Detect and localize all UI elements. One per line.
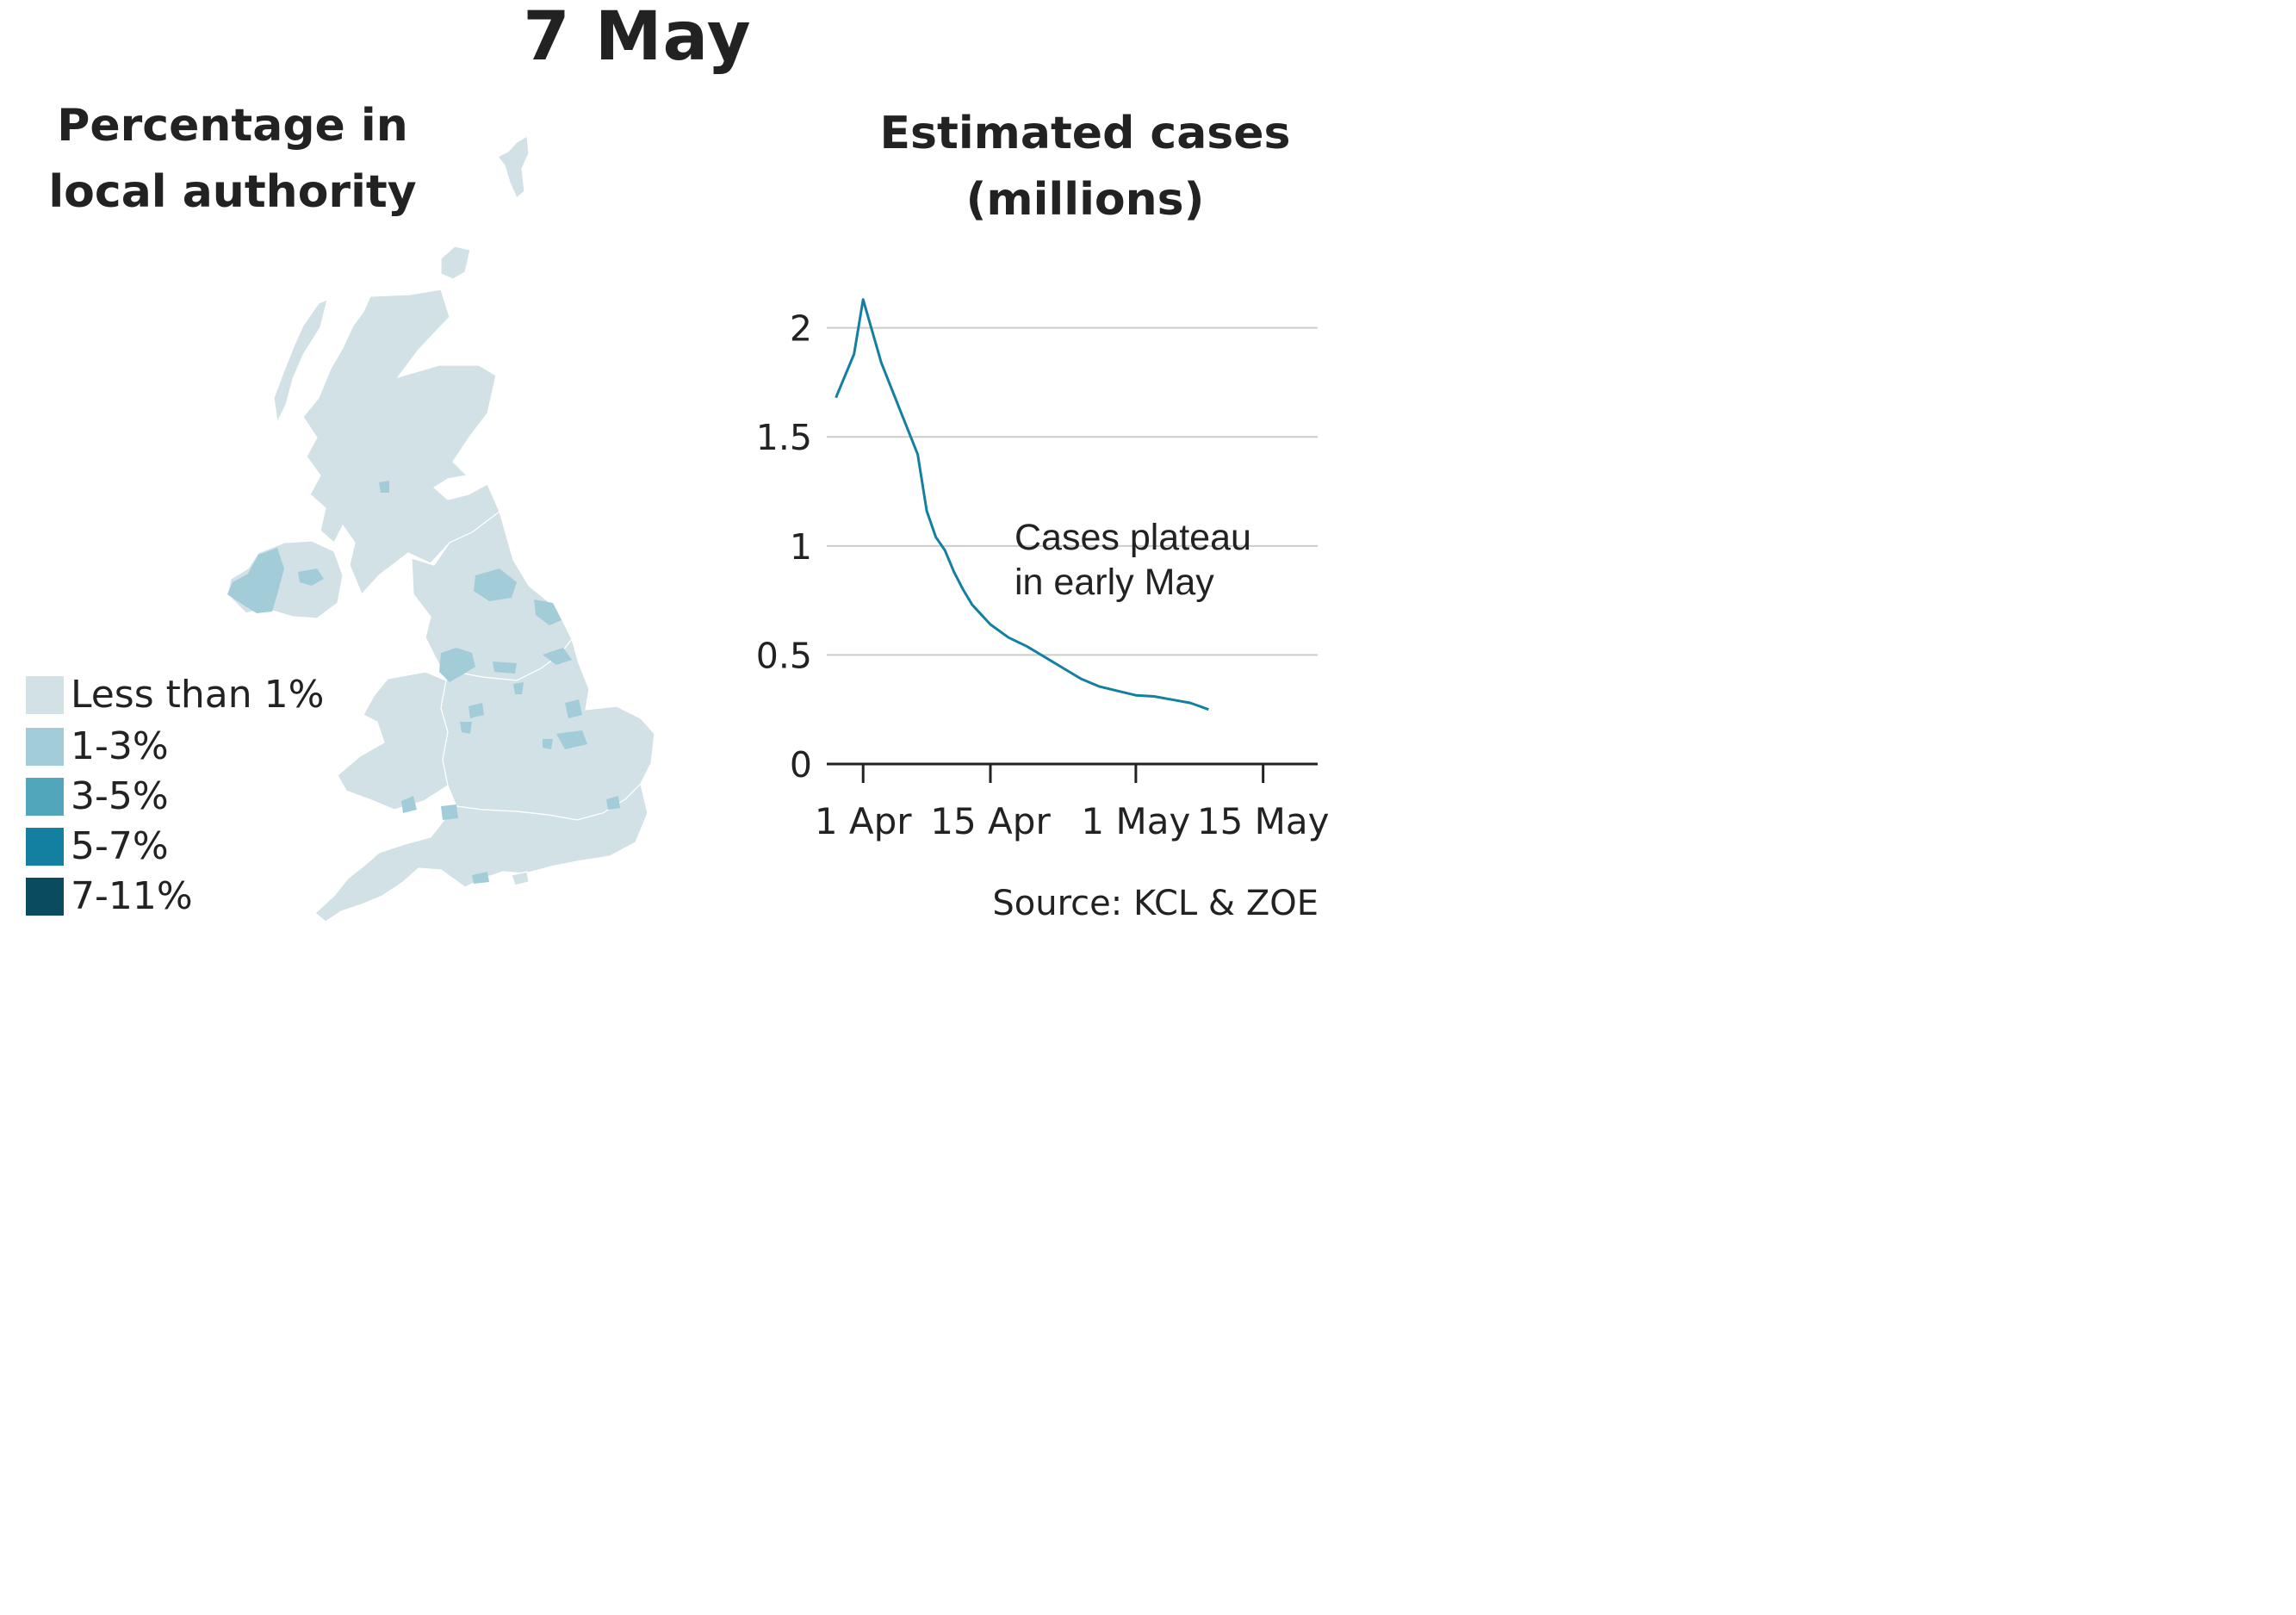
map-hotspot-scotland xyxy=(379,481,389,493)
legend-swatch xyxy=(26,878,64,916)
y-tick-label: 1.5 xyxy=(756,417,812,458)
map-region-isle-of-wight xyxy=(511,871,530,886)
chart-title-line1: Estimated cases xyxy=(879,108,1291,159)
y-tick-label: 1 xyxy=(790,526,812,568)
map-region-shetland xyxy=(497,135,530,199)
annotation-line2: in early May xyxy=(1015,562,1214,603)
map-hotspot-cambs xyxy=(556,730,587,749)
map-hotspot-kent xyxy=(606,796,620,810)
map-hotspot-hampshire xyxy=(472,872,489,884)
map-title-line2: local authority xyxy=(48,166,417,218)
map-hotspot-midlands-3 xyxy=(513,682,524,694)
map-hotspot-midlands-2 xyxy=(460,722,472,734)
y-tick-label: 0 xyxy=(790,744,812,786)
y-tick-label: 0.5 xyxy=(756,635,812,676)
x-tick-label: 1 May xyxy=(1081,800,1190,842)
chart-annotation: Cases plateau in early May xyxy=(1015,515,1251,605)
map-hotspot-yorkshire xyxy=(493,662,517,674)
map-region-wales xyxy=(337,671,449,811)
legend-swatch xyxy=(26,676,64,714)
map-hotspot-wales-border xyxy=(401,796,417,813)
legend-label: Less than 1% xyxy=(71,673,325,717)
map-title: Percentage in local authority xyxy=(26,93,439,226)
map-hotspot-midlands-1 xyxy=(469,703,484,718)
x-tick-label: 1 Apr xyxy=(815,800,912,842)
legend-label: 3-5% xyxy=(71,774,169,818)
source-note: Source: KCL & ZOE xyxy=(992,884,1319,923)
uk-map xyxy=(226,135,655,922)
series-line xyxy=(835,298,1209,711)
y-tick-label: 2 xyxy=(790,308,812,350)
map-region-orkney xyxy=(440,245,471,280)
legend-swatch xyxy=(26,828,64,866)
map-title-line1: Percentage in xyxy=(57,100,408,152)
chart-title-line2: (millions) xyxy=(965,174,1205,226)
cases-line-chart: 0 0.5 1 1.5 2 1 Apr 15 Apr 1 May 15 May xyxy=(756,298,1330,842)
x-tick-label: 15 May xyxy=(1197,800,1330,842)
legend-swatch xyxy=(26,778,64,816)
legend-label: 5-7% xyxy=(71,824,169,868)
chart-title: Estimated cases (millions) xyxy=(853,101,1318,233)
map-hotspot-peterborough xyxy=(543,739,553,749)
legend-label: 7-11% xyxy=(71,874,193,918)
map-hotspot-oxford xyxy=(441,804,458,820)
map-hotspot-lincs xyxy=(565,699,582,718)
legend-label: 1-3% xyxy=(71,724,169,768)
legend-swatch xyxy=(26,728,64,766)
map-hotspot-east-coast xyxy=(543,648,572,665)
main-title: 7 May xyxy=(523,0,752,76)
map-hotspot-belfast xyxy=(298,568,324,586)
map-hotspot-ni-west xyxy=(227,548,284,613)
map-region-scotland xyxy=(302,289,500,596)
x-tick-label: 15 Apr xyxy=(930,800,1051,842)
map-region-hebrides xyxy=(273,299,328,424)
map-hotspot-lancashire xyxy=(439,648,475,682)
map-hotspot-tyne xyxy=(474,568,517,601)
annotation-line1: Cases plateau xyxy=(1015,517,1251,558)
map-hotspot-teesside xyxy=(534,599,562,625)
